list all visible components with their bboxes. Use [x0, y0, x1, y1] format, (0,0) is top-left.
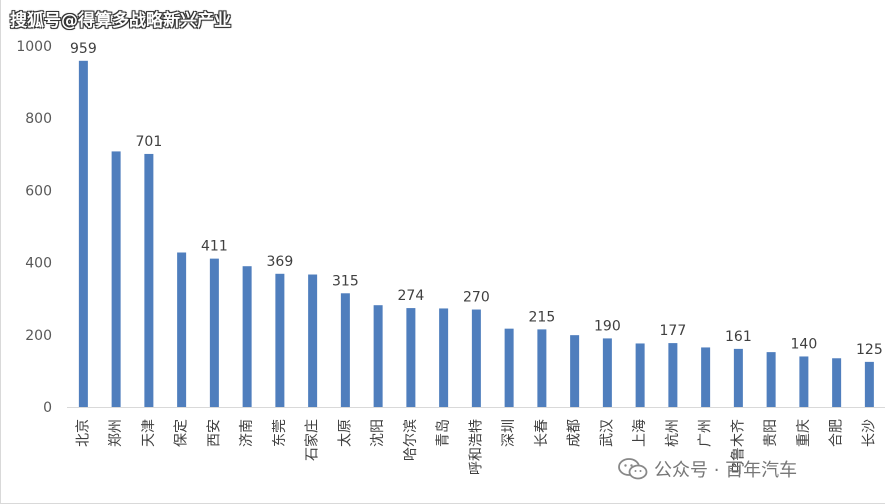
bar: [209, 258, 219, 407]
bar: [701, 347, 711, 407]
x-tick-label: 济南: [239, 419, 255, 447]
x-tick-label: 武汉: [599, 419, 615, 447]
bar: [439, 308, 449, 407]
y-tick-label: 200: [25, 328, 52, 344]
y-tick-label: 0: [43, 400, 52, 416]
y-tick-label: 400: [25, 256, 52, 272]
bar: [78, 60, 88, 408]
x-tick-label: 沈阳: [370, 419, 386, 447]
x-tick-label: 贵阳: [763, 419, 779, 447]
data-label: 274: [398, 288, 425, 304]
watermark-bottom: 公众号 · 百年汽车: [618, 456, 797, 482]
data-label: 190: [594, 318, 621, 334]
x-tick-label: 重庆: [796, 419, 812, 447]
x-tick-label: 西安: [206, 419, 222, 447]
data-label: 161: [725, 329, 752, 345]
bar: [668, 343, 678, 407]
bar: [308, 274, 318, 407]
data-label: 701: [136, 134, 163, 150]
y-tick-label: 800: [25, 111, 52, 127]
bar: [340, 293, 350, 407]
x-tick-label: 长沙: [861, 419, 877, 447]
bar: [504, 328, 514, 407]
x-tick-label: 长春: [534, 419, 550, 447]
bar: [864, 361, 874, 407]
bar: [602, 338, 612, 407]
watermark-top: 搜狐号@得算多战略新兴产业: [10, 11, 231, 31]
x-tick-label: 上海: [632, 419, 648, 447]
x-tick-label: 深圳: [501, 419, 517, 447]
x-tick-label: 青岛: [436, 419, 452, 447]
data-label: 177: [660, 323, 687, 339]
data-label: 959: [70, 41, 97, 57]
x-tick-label: 合肥: [829, 419, 845, 447]
x-tick-label: 石家庄: [304, 419, 321, 461]
data-label: 411: [201, 239, 228, 255]
y-tick-label: 1000: [16, 39, 52, 55]
bar: [111, 151, 121, 407]
data-label: 270: [463, 290, 490, 306]
x-tick-label: 郑州: [108, 419, 124, 447]
y-tick-label: 600: [25, 183, 52, 199]
data-label: 315: [332, 273, 359, 289]
data-label: 125: [856, 342, 883, 358]
bar: [635, 343, 645, 407]
bar: [766, 352, 776, 407]
bar: [799, 356, 809, 407]
x-tick-label: 成都: [567, 419, 583, 447]
bar: [373, 305, 383, 407]
bar: [733, 348, 743, 407]
bar: [406, 308, 416, 407]
bar: [570, 335, 580, 407]
x-tick-label: 乌鲁木齐: [730, 419, 746, 475]
bar: [471, 309, 481, 407]
x-tick-label: 天津: [141, 419, 157, 447]
bar: [275, 273, 285, 407]
x-tick-label: 保定: [174, 419, 190, 447]
x-tick-label: 哈尔滨: [403, 419, 419, 461]
x-tick-label: 广州: [698, 419, 714, 447]
bar: [537, 329, 547, 407]
data-label: 215: [529, 309, 556, 325]
x-tick-label: 太原: [337, 419, 353, 447]
x-tick-label: 东莞: [272, 419, 288, 447]
bar: [832, 358, 842, 407]
x-tick-label: 杭州: [665, 419, 681, 447]
bar: [144, 153, 154, 407]
data-label: 140: [791, 336, 818, 352]
bar: [242, 266, 252, 407]
x-tick-label: 呼和浩特: [468, 419, 484, 475]
x-tick-label: 北京: [75, 419, 91, 447]
bar: [177, 252, 187, 407]
watermark-bottom-text: 公众号 · 百年汽车: [654, 460, 798, 481]
wechat-icon: [618, 458, 648, 480]
data-label: 369: [267, 254, 294, 270]
